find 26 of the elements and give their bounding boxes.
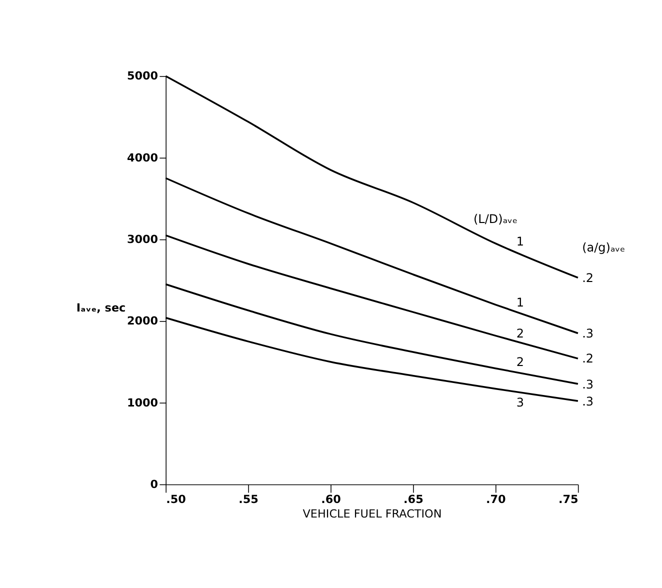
- text: .3: [582, 377, 594, 392]
- x-tick-label: .70: [486, 493, 506, 506]
- x-tick-label: .50: [166, 493, 186, 506]
- x-axis-title: VEHICLE FUEL FRACTION: [302, 508, 442, 521]
- text: (a/g)ₐᵥₑ: [582, 240, 626, 255]
- y-tick-label: 2000: [126, 314, 158, 328]
- text: .2: [582, 352, 594, 366]
- text: .3: [582, 326, 594, 340]
- x-tick-label: .55: [238, 493, 258, 506]
- annotation: 3: [516, 396, 524, 410]
- y-axis-title: Iₐᵥₑ, sec: [76, 301, 126, 314]
- annotation: 2: [516, 326, 524, 340]
- annotation: 1: [516, 296, 524, 310]
- annotation: 1: [516, 234, 524, 248]
- text: .3: [582, 394, 594, 408]
- y-tick-label: 3000: [126, 232, 158, 246]
- y-tick-label: 0: [150, 478, 158, 491]
- x-tick-label: .75: [558, 493, 578, 506]
- y-tick-label: 4000: [126, 151, 158, 164]
- x-tick-label: .65: [404, 493, 424, 506]
- annotation: (L/D)ₐᵥₑ: [473, 212, 518, 226]
- y-tick-label: 1000: [126, 396, 158, 410]
- y-tick-label: 5000: [126, 70, 158, 83]
- x-tick-label: .60: [321, 493, 342, 506]
- text: .2: [582, 271, 594, 286]
- annotation: 2: [516, 354, 524, 369]
